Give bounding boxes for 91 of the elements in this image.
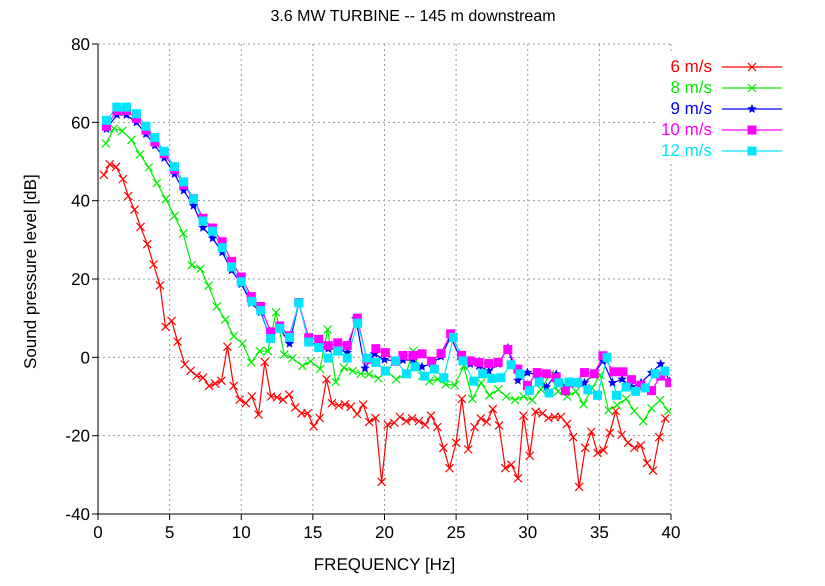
point [408,350,418,360]
point [371,358,380,367]
point [554,378,564,388]
point [122,102,131,112]
x-tick-label: 5 [164,523,174,542]
legend-label: 12 m/s [660,140,712,160]
x-tick-label: 15 [303,523,322,542]
point [478,369,488,378]
y-tick-label: 20 [71,270,90,290]
point [227,262,236,272]
legend-label: 8 m/s [670,78,712,98]
point [506,360,516,370]
y-tick-label: 80 [71,35,90,54]
point [324,341,333,350]
x-tick-label: 30 [518,523,538,542]
point [333,338,342,348]
point [524,386,534,396]
x-tick-label: 20 [375,523,394,542]
point [198,216,208,226]
x-tick-label: 10 [232,523,251,542]
point [544,388,554,398]
point [398,350,408,360]
point [618,367,628,376]
point [150,133,160,142]
point [612,390,622,400]
point [314,343,324,352]
x-tick-label: 35 [590,523,609,542]
point [102,116,111,125]
y-tick-label: -40 [65,505,90,524]
point [333,346,342,356]
point [360,363,370,372]
point [436,348,446,358]
point [474,358,484,367]
point [622,382,631,392]
point [439,373,448,382]
legend-label: 9 m/s [670,98,712,118]
y-tick-label: 60 [71,113,90,132]
point [410,362,420,372]
point [487,374,496,383]
point [420,372,430,381]
point [353,318,362,328]
x-tick-label: 40 [662,523,680,542]
point [208,226,218,236]
point [656,358,666,368]
point [430,364,439,374]
point [324,354,333,363]
legend-label: 10 m/s [660,120,712,140]
point [496,373,506,382]
point [342,341,352,350]
point [503,345,512,354]
point [170,162,179,172]
point [380,348,390,358]
point [564,378,574,387]
point [534,378,544,387]
point [580,368,589,378]
point [218,243,227,252]
point [469,376,478,386]
point [627,375,636,384]
point [631,386,640,396]
y-tick-label: 0 [80,348,90,368]
point [542,369,551,378]
y-tick-label: -20 [65,426,90,446]
point [608,378,618,387]
x-tick-label: 0 [93,523,103,542]
point [179,177,188,186]
point [640,383,650,392]
point [484,359,494,368]
point [132,109,141,118]
point [160,146,169,156]
legend-label: 6 m/s [670,56,712,76]
point [650,369,660,378]
point [660,366,670,376]
point [602,352,612,362]
x-tick-label: 25 [446,523,466,542]
point [342,354,352,363]
point [573,378,582,388]
point [515,369,524,378]
point [583,385,592,394]
point [592,390,602,400]
point [560,386,570,396]
y-axis-title: Sound pressure level [dB] [21,174,40,369]
x-axis-title: FREQUENCY [Hz] [314,555,456,574]
point [314,334,324,344]
point [371,344,380,354]
chart-title: 3.6 MW TURBINE -- 145 m downstream [269,8,557,27]
point [609,367,618,376]
point [418,349,427,358]
point [141,122,150,131]
y-tick-label: 40 [71,192,90,211]
point [448,332,458,342]
point [112,102,122,112]
